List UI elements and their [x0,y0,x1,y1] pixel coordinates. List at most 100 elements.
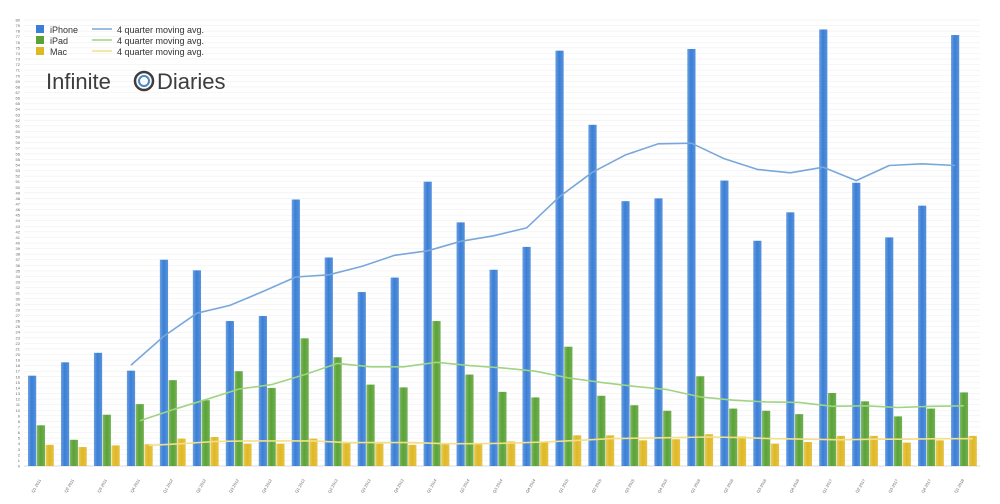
bar-mac [441,443,450,466]
bar-mac [540,441,549,466]
bar-iphone [852,182,861,467]
y-tick-label: 0 [18,464,21,469]
bar-iphone [621,201,630,466]
bar-iphone [192,270,202,466]
bar-mac [408,444,417,466]
bar-iphone [93,352,103,466]
moving-avg-line-iphone [130,142,956,366]
logo-ring-icon [133,70,155,92]
legend-swatch-mac [36,47,44,55]
bar-iphone [291,199,300,466]
bar-mac [276,443,285,466]
y-tick-label: 61 [16,123,21,128]
bar-iphone [357,292,366,466]
bar-ipad [531,397,540,466]
bar-mac [375,443,384,466]
bar-mac [671,439,681,466]
bar-iphone [819,29,828,466]
bar-iphone [753,240,762,466]
legend-label-avg-iphone: 4 quarter moving avg. [117,25,204,35]
y-tick-label: 46 [16,207,21,212]
y-tick-label: 27 [16,313,21,318]
bar-mac [737,436,747,466]
y-tick-label: 71 [16,68,21,73]
y-tick-label: 74 [16,51,21,56]
y-tick-label: 62 [16,118,21,123]
y-tick-label: 25 [16,324,21,329]
y-tick-label: 16 [16,374,21,379]
y-tick-label: 32 [16,285,21,290]
bar-iphone [28,375,37,466]
bar-iphone [324,257,333,466]
bar-ipad [795,414,804,466]
y-axis-ticks: 0123456789101112131415161718192021222324… [16,18,21,469]
y-tick-label: 12 [16,397,21,402]
y-tick-label: 19 [16,358,21,363]
y-tick-label: 49 [16,190,21,195]
bar-iphone [654,198,663,466]
y-tick-label: 51 [16,179,21,184]
y-tick-label: 35 [16,268,21,273]
bar-iphone [687,48,696,467]
y-tick-label: 30 [16,296,21,301]
bar-ipad [959,392,969,466]
y-tick-label: 21 [16,346,21,351]
y-tick-label: 54 [16,162,21,167]
y-tick-label: 70 [16,73,21,78]
bar-ipad [201,400,210,466]
bar-iphone [522,246,531,466]
legend-swatch-ipad [36,36,44,44]
bar-mac [474,443,483,466]
legend-label-ipad: iPad [50,36,68,46]
bar-ipad [432,321,441,466]
y-tick-label: 11 [16,402,21,407]
bar-iphone [159,259,169,466]
y-tick-label: 69 [16,79,21,84]
bar-mac [507,441,516,466]
y-tick-label: 4 [18,441,21,446]
bar-ipad [333,357,342,466]
bar-iphone [885,237,894,466]
y-tick-label: 1 [18,458,21,463]
bar-ipad [696,376,705,466]
bar-iphone [786,212,795,466]
y-tick-label: 37 [16,257,21,262]
y-tick-label: 55 [16,157,21,162]
y-tick-label: 8 [18,419,21,424]
y-tick-label: 63 [16,112,21,117]
y-tick-label: 22 [16,341,21,346]
y-tick-label: 33 [16,280,21,285]
bar-iphone [390,277,399,466]
bar-ipad [630,405,639,466]
logo-inner-ring-icon [138,75,150,87]
y-tick-label: 39 [16,246,21,251]
y-tick-label: 80 [16,18,21,23]
y-tick-label: 15 [16,380,21,385]
bar-mac [111,445,120,466]
bar-mac [144,444,153,466]
bar-ipad [498,391,507,466]
bar-ipad [102,414,111,466]
y-tick-label: 5 [18,436,21,441]
y-tick-label: 7 [18,424,21,429]
y-tick-label: 60 [16,129,21,134]
y-tick-label: 65 [16,101,21,106]
y-tick-label: 64 [16,107,21,112]
y-tick-label: 42 [16,229,21,234]
y-tick-label: 34 [16,274,21,279]
bar-ipad [234,371,243,466]
y-tick-label: 77 [16,34,21,39]
y-tick-label: 53 [16,168,21,173]
bar-iphone [126,370,136,466]
bar-mac [770,443,780,466]
bar-iphone [60,362,70,466]
y-tick-label: 36 [16,263,21,268]
y-tick-label: 3 [18,447,21,452]
bar-iphone [951,35,960,467]
y-tick-label: 73 [16,57,21,62]
y-tick-label: 66 [16,96,21,101]
y-tick-label: 78 [16,29,21,34]
bar-ipad [267,387,276,466]
bar-ipad [168,380,177,466]
